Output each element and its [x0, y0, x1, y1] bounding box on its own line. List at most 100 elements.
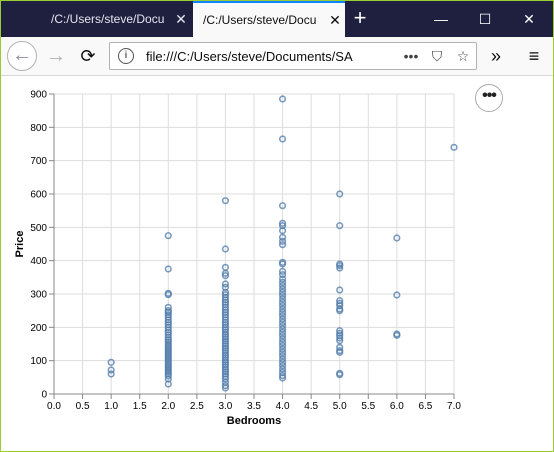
x-tick-label: 3.0 — [218, 401, 232, 412]
address-bar[interactable]: i file:///C:/Users/steve/Documents/SA ••… — [109, 42, 477, 70]
data-point — [221, 351, 230, 359]
data-point — [221, 269, 230, 277]
data-point — [278, 292, 287, 300]
x-tick-label: 3.5 — [247, 401, 261, 412]
x-tick-label: 1.5 — [133, 401, 147, 412]
data-point — [450, 143, 458, 151]
y-tick-label: 800 — [30, 123, 47, 134]
y-tick-label: 600 — [30, 190, 47, 201]
tab-close-icon[interactable]: ✕ — [175, 10, 187, 27]
hamburger-menu-button[interactable]: ≡ — [528, 46, 540, 66]
data-point — [164, 333, 172, 341]
data-point — [221, 296, 230, 304]
data-point — [336, 348, 344, 356]
data-point — [107, 366, 115, 374]
reload-button[interactable]: ⟳ — [80, 46, 96, 66]
data-point — [221, 272, 230, 280]
maximize-button[interactable]: ☐ — [478, 11, 492, 27]
navigation-toolbar: ← → ⟳ i file:///C:/Users/steve/Documents… — [1, 37, 553, 76]
data-point — [221, 363, 230, 371]
data-point — [221, 280, 230, 288]
y-axis-title: Price — [14, 231, 26, 258]
x-tick-label: 7.0 — [447, 401, 461, 412]
chart-actions-button[interactable]: ••• — [475, 84, 503, 112]
data-point — [221, 245, 230, 253]
info-icon[interactable]: i — [118, 48, 134, 64]
data-point — [221, 330, 230, 338]
data-point — [278, 227, 287, 235]
data-point — [278, 322, 287, 330]
data-point — [278, 345, 287, 353]
data-point — [393, 234, 401, 242]
data-point — [221, 356, 230, 364]
y-tick-label: 200 — [30, 323, 47, 334]
y-tick-label: 400 — [30, 256, 47, 267]
tab-title: /C:/Users/steve/Docu — [51, 12, 165, 26]
x-tick-label: 0.5 — [76, 401, 90, 412]
data-point — [336, 222, 344, 230]
data-point — [221, 344, 230, 352]
data-point — [278, 295, 287, 303]
data-point — [278, 358, 287, 366]
close-window-button[interactable]: ✕ — [523, 11, 535, 27]
x-axis-title: Bedrooms — [227, 415, 281, 427]
grid-lines — [53, 93, 455, 395]
data-point — [221, 326, 230, 334]
data-point — [278, 202, 287, 210]
tab-close-icon[interactable]: ✕ — [329, 11, 341, 28]
new-tab-button[interactable]: + — [353, 5, 367, 30]
data-point — [221, 384, 230, 392]
data-point — [393, 331, 401, 339]
data-point — [278, 315, 287, 323]
minimize-button[interactable]: — — [434, 11, 448, 27]
data-point — [278, 352, 287, 360]
x-tick-label: 1.0 — [104, 401, 118, 412]
forward-button[interactable]: → — [46, 45, 66, 67]
data-point — [221, 306, 230, 314]
x-tick-label: 2.0 — [161, 401, 175, 412]
data-point — [164, 232, 172, 240]
y-tick-label: 100 — [30, 356, 47, 367]
pocket-icon[interactable]: ⛉ — [431, 47, 443, 64]
x-tick-label: 2.5 — [190, 401, 204, 412]
tab-active[interactable]: /C:/Users/steve/Docu ✕ — [193, 1, 345, 37]
url-text[interactable]: file:///C:/Users/steve/Documents/SA — [146, 48, 353, 64]
x-tick-label: 0.0 — [47, 401, 61, 412]
data-point — [336, 262, 344, 270]
data-point — [278, 241, 287, 249]
data-point — [278, 285, 287, 293]
data-point — [278, 275, 287, 283]
data-point — [278, 325, 287, 333]
tab-strip: /C:/Users/steve/Docu ✕ /C:/Users/steve/D… — [1, 1, 553, 37]
page-actions-icon[interactable]: ••• — [403, 48, 419, 64]
data-point — [164, 291, 172, 299]
data-point — [336, 337, 344, 345]
y-tick-label: 300 — [30, 290, 47, 301]
data-point — [278, 328, 287, 336]
data-point — [278, 298, 287, 306]
bookmark-star-icon[interactable]: ☆ — [456, 47, 470, 64]
tab-inactive[interactable]: /C:/Users/steve/Docu ✕ — [41, 1, 191, 37]
data-point — [393, 291, 401, 299]
data-point — [278, 318, 287, 326]
data-point — [221, 375, 230, 383]
data-point — [278, 342, 287, 350]
data-point — [164, 316, 172, 324]
data-point — [278, 348, 287, 356]
data-point — [278, 305, 287, 313]
x-tick-label: 4.0 — [276, 401, 290, 412]
data-point — [221, 340, 230, 348]
back-button[interactable]: ← — [7, 41, 37, 71]
data-point — [336, 334, 344, 342]
x-tick-label: 6.5 — [418, 401, 432, 412]
data-point — [336, 264, 344, 272]
data-point — [221, 347, 230, 355]
data-point — [221, 197, 230, 205]
y-tick-label: 900 — [30, 90, 47, 101]
data-point — [278, 135, 287, 143]
data-point — [278, 282, 287, 290]
data-point — [278, 374, 287, 382]
data-point — [164, 265, 172, 273]
overflow-menu-button[interactable]: » — [490, 46, 501, 66]
y-tick-label: 700 — [30, 156, 47, 167]
